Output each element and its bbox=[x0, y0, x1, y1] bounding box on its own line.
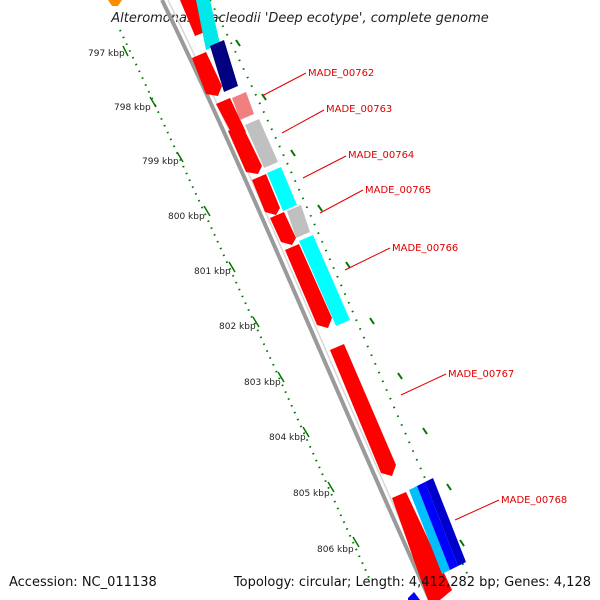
cds-red bbox=[192, 52, 222, 96]
tick-mark bbox=[422, 427, 428, 435]
leader-line bbox=[261, 72, 307, 97]
outer-cds-lane bbox=[196, 0, 466, 600]
leader-line bbox=[400, 373, 447, 396]
tick-label-798: 798 kbp bbox=[114, 103, 151, 113]
cds-cyan bbox=[409, 486, 450, 574]
cds-blue bbox=[408, 592, 420, 600]
tick-mark bbox=[228, 261, 236, 273]
tick-mark bbox=[277, 371, 285, 383]
cds-grey bbox=[287, 205, 310, 238]
cds-red bbox=[330, 344, 396, 476]
cds-red bbox=[392, 492, 452, 600]
tick-label-803: 803 kbp bbox=[244, 378, 281, 388]
leader-line bbox=[454, 499, 500, 521]
tick-label-797: 797 kbp bbox=[88, 49, 125, 59]
leader-line bbox=[344, 247, 391, 271]
tick-mark bbox=[345, 261, 351, 269]
tick-mark bbox=[327, 481, 335, 493]
tick-mark bbox=[290, 149, 296, 157]
gene-label: MADE_00762 bbox=[308, 68, 374, 79]
tick-label-800: 800 kbp bbox=[168, 212, 205, 222]
tick-label-799: 799 kbp bbox=[142, 157, 179, 167]
gene-label: MADE_00765 bbox=[365, 185, 431, 196]
leader-line bbox=[302, 155, 347, 179]
cds-red bbox=[270, 212, 296, 245]
gene-label: MADE_00764 bbox=[348, 150, 414, 161]
orange-feature bbox=[108, 0, 122, 6]
cds-pink bbox=[232, 92, 254, 120]
tick-label-804: 804 kbp bbox=[269, 433, 306, 443]
tick-mark bbox=[459, 539, 465, 547]
tick-mark bbox=[397, 372, 403, 380]
gene-leaders bbox=[261, 72, 500, 521]
tick-mark bbox=[122, 45, 129, 57]
gene-labels: MADE_00762 MADE_00763 MADE_00764 MADE_00… bbox=[308, 68, 567, 506]
backbone-line bbox=[160, 0, 432, 600]
gene-label: MADE_00768 bbox=[501, 495, 567, 506]
tick-mark bbox=[261, 93, 267, 101]
right-dotted-line bbox=[209, 0, 471, 581]
leader-line bbox=[281, 109, 325, 134]
tick-label-802: 802 kbp bbox=[219, 322, 256, 332]
tick-mark bbox=[235, 39, 241, 47]
tick-mark bbox=[149, 96, 157, 108]
tick-mark bbox=[446, 483, 452, 491]
accession-text: Accession: NC_011138 bbox=[9, 575, 157, 590]
tick-mark bbox=[302, 426, 310, 438]
cds-red bbox=[228, 125, 262, 174]
tick-label-806: 806 kbp bbox=[317, 545, 354, 555]
cds-red bbox=[285, 244, 332, 328]
cds-blue bbox=[425, 478, 466, 566]
tick-mark bbox=[252, 316, 260, 328]
tick-mark bbox=[317, 204, 323, 212]
cds-navy bbox=[210, 40, 238, 92]
tick-mark bbox=[176, 151, 184, 163]
cds-red bbox=[252, 174, 280, 215]
tick-mark bbox=[352, 536, 360, 548]
cds-grey bbox=[245, 119, 278, 168]
cds-cyan bbox=[196, 0, 220, 50]
summary-text: Topology: circular; Length: 4,412,282 bp… bbox=[233, 575, 591, 590]
tick-mark bbox=[203, 205, 211, 217]
gene-label: MADE_00763 bbox=[326, 104, 392, 115]
tick-label-805: 805 kbp bbox=[293, 489, 330, 499]
gene-label: MADE_00766 bbox=[392, 243, 458, 254]
cds-cyan bbox=[267, 167, 297, 211]
gene-label: MADE_00767 bbox=[448, 369, 514, 380]
tick-mark bbox=[369, 317, 375, 325]
right-ticks bbox=[235, 39, 465, 547]
scale-ticks: 797 kbp 798 kbp 799 kbp 800 kbp 801 kbp … bbox=[88, 45, 360, 555]
leader-line bbox=[319, 189, 364, 214]
cds-cyan bbox=[299, 235, 350, 326]
inner-cds-lane bbox=[180, 0, 452, 600]
tick-label-801: 801 kbp bbox=[194, 267, 231, 277]
cds-navy bbox=[417, 482, 458, 570]
